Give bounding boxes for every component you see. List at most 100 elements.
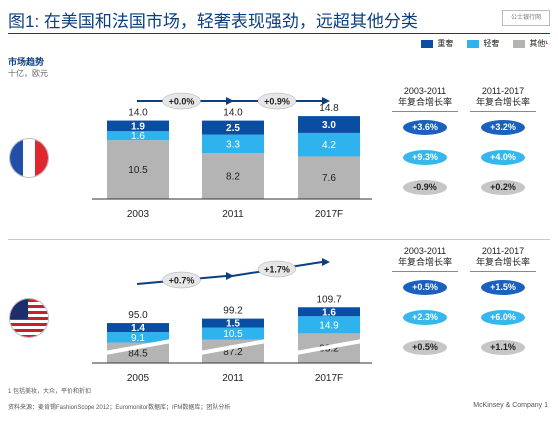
fr-cagr-header-1: 2003-2011 年复合增长率: [392, 86, 458, 112]
fr-cagr-header-2: 2011-2017 年复合增长率: [470, 86, 536, 112]
legend-item-affordable: 轻奢: [467, 38, 499, 49]
fr-bar-2011-seg0: [202, 153, 264, 199]
fr-cagr-high-2: +3.2%: [481, 120, 525, 135]
fr-cagr-col-1: 2003-2011 年复合增长率 +3.6% +9.3% -0.9%: [392, 86, 458, 210]
us-cagr-header-2: 2011-2017 年复合增长率: [470, 246, 536, 272]
fr-growth-bubble-1: [257, 92, 297, 110]
us-axis-break-2017F: [295, 339, 363, 355]
fr-value-2017F-seg2: 3.0: [322, 120, 336, 131]
us-axis-break-2005: [104, 339, 172, 355]
fr-value-2011-seg2: 2.5: [226, 123, 240, 134]
fr-cagr-high-1: +3.6%: [403, 120, 447, 135]
us-value-2011-seg1: 10.5: [223, 329, 243, 340]
fr-cagr-other-1: -0.9%: [403, 180, 447, 195]
us-bar-2017F-seg2: [298, 307, 360, 317]
brand-footer: McKinsey & Company 1: [473, 402, 548, 409]
us-bar-2005-seg2: [107, 323, 169, 333]
us-bar-2011-seg2: [202, 318, 264, 328]
fr-total-2011: 14.0: [223, 108, 243, 119]
us-value-2005-seg2: 1.4: [131, 323, 145, 334]
fr-value-2017F-seg1: 4.2: [322, 140, 336, 151]
fr-value-2011-seg1: 3.3: [226, 139, 240, 150]
fr-value-2003-seg2: 1.9: [131, 121, 145, 132]
page-title: 图1: 在美国和法国市场，轻奢表现强劲，远超其他分类: [8, 12, 418, 31]
us-cagr-other-1: +0.5%: [403, 340, 447, 355]
fr-bar-2003-seg2: [107, 120, 169, 132]
fr-bar-2003-seg1: [107, 131, 169, 141]
us-cagr-col-2: 2011-2017 年复合增长率 +1.5% +6.0% +1.1%: [470, 246, 536, 370]
us-cagr-affordable-1: +2.3%: [403, 310, 447, 325]
fr-growth-label-0: +0.0%: [169, 97, 195, 107]
legend-swatch-high: [421, 39, 434, 48]
us-value-2011-seg2: 1.5: [226, 319, 240, 330]
us-growth-bubble-0: [162, 271, 201, 289]
fr-growth-arrow-head-0: [226, 97, 234, 105]
source-note: 资料来源：麦肯锡FashionScope 2012；Euromonitor数据库…: [8, 405, 231, 411]
section-subtitle: 十亿，欧元: [8, 69, 48, 78]
us-axis-break-2011: [199, 339, 267, 355]
us-bar-2005-seg1: [107, 332, 169, 343]
us-growth-arrow-head-1: [322, 258, 330, 266]
legend-label-other: 其他¹: [529, 39, 548, 48]
footnote: 1 包括美妆，大众，平价和折扣: [8, 389, 92, 395]
us-category-2017F: 2017F: [315, 373, 343, 384]
us-value-2005-seg0: 84.5: [128, 348, 148, 359]
fr-bar-2003-seg0: [107, 140, 169, 199]
us-bar-2011-seg1: [202, 327, 264, 340]
fr-bar-2017F-seg2: [298, 116, 360, 133]
fr-growth-bubble-0: [162, 92, 201, 110]
us-total-2017F: 109.7: [316, 294, 341, 305]
fr-value-2003-seg0: 10.5: [128, 165, 148, 176]
fr-cagr-col-2: 2011-2017 年复合增长率 +3.2% +4.0% +0.2%: [470, 86, 536, 210]
us-value-2017F-seg1: 14.9: [319, 320, 339, 331]
section-divider: [8, 239, 550, 240]
usa-flag-icon: [9, 298, 49, 338]
fr-cagr-affordable-1: +9.3%: [403, 150, 447, 165]
legend-item-high: 重奢: [421, 38, 453, 49]
us-bar-2005-seg0: [107, 342, 169, 363]
fr-bar-2017F-seg1: [298, 132, 360, 157]
legend: 重奢 轻奢 其他¹: [421, 38, 548, 49]
logo: 公士银行网: [502, 10, 550, 26]
legend-swatch-affordable: [467, 39, 480, 48]
us-cagr-header-1: 2003-2011 年复合增长率: [392, 246, 458, 272]
legend-item-other: 其他¹: [513, 38, 548, 49]
fr-total-2017F: 14.8: [319, 103, 339, 114]
us-category-2011: 2011: [222, 373, 244, 384]
us-total-2011: 99.2: [223, 306, 243, 317]
us-cagr-affordable-2: +6.0%: [481, 310, 525, 325]
fr-cagr-other-2: +0.2%: [481, 180, 525, 195]
fr-category-2011: 2011: [222, 209, 244, 220]
fr-cagr-affordable-2: +4.0%: [481, 150, 525, 165]
us-cagr-col-1: 2003-2011 年复合增长率 +0.5% +2.3% +0.5%: [392, 246, 458, 370]
fr-growth-arrow-head-1: [322, 97, 330, 105]
us-cagr-high-2: +1.5%: [481, 280, 525, 295]
fr-category-2017F: 2017F: [315, 209, 343, 220]
us-category-2005: 2005: [127, 373, 150, 384]
legend-swatch-other: [513, 39, 526, 48]
section-title: 市场趋势: [8, 57, 45, 67]
us-growth-bubble-1: [257, 260, 297, 278]
us-growth-arrow-head-0: [226, 272, 234, 280]
us-value-2017F-seg0: 93.2: [319, 344, 339, 355]
us-total-2005: 95.0: [128, 310, 148, 321]
fr-bar-2011-seg1: [202, 134, 264, 154]
fr-value-2011-seg0: 8.2: [226, 172, 240, 183]
fr-value-2003-seg1: 1.6: [131, 131, 145, 142]
us-growth-label-0: +0.7%: [169, 276, 195, 286]
fr-total-2003: 14.0: [128, 108, 148, 119]
fr-value-2017F-seg0: 7.6: [322, 173, 336, 184]
fr-category-2003: 2003: [127, 209, 150, 220]
us-cagr-high-1: +0.5%: [403, 280, 447, 295]
france-flag-icon: [9, 138, 49, 178]
us-value-2005-seg1: 9.1: [131, 333, 145, 344]
title-rule: [8, 33, 550, 34]
legend-label-high: 重奢: [437, 39, 454, 48]
us-cagr-other-2: +1.1%: [481, 340, 525, 355]
fr-bar-2017F-seg0: [298, 156, 360, 199]
fr-bar-2011-seg2: [202, 120, 264, 135]
legend-label-affordable: 轻奢: [483, 39, 500, 48]
fr-growth-label-1: +0.9%: [264, 97, 290, 107]
us-bar-2017F-seg1: [298, 316, 360, 334]
